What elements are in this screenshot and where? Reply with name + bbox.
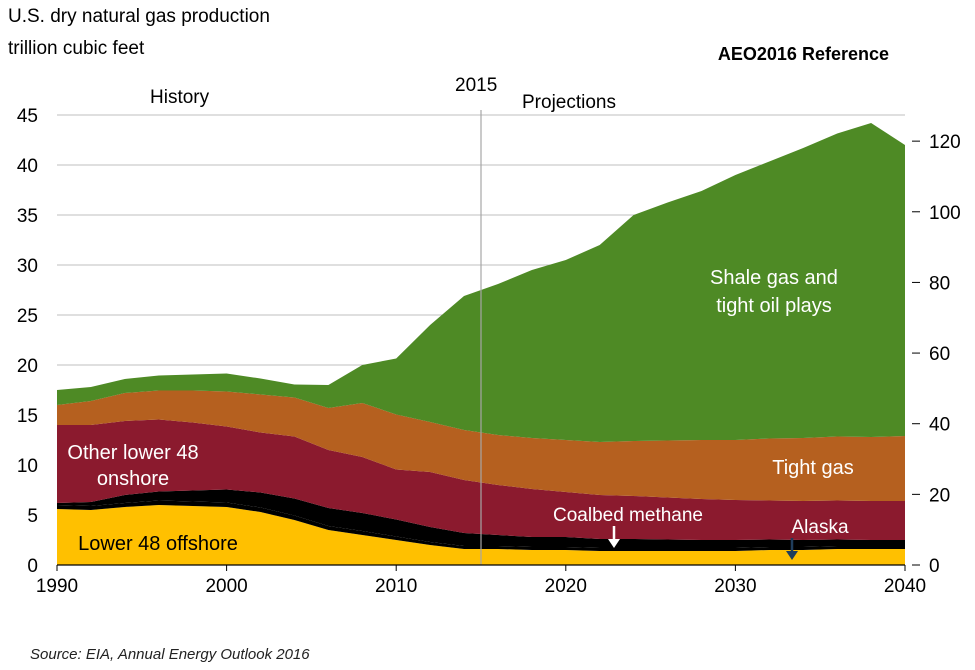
x-tick-label: 1990 — [36, 576, 78, 597]
y2-tick-label: 100 — [929, 203, 961, 224]
area-other-lower48-onshore — [57, 419, 905, 540]
x-tick-label: 2020 — [545, 576, 587, 597]
y-tick-label: 45 — [17, 106, 38, 127]
y-tick-label: 10 — [17, 456, 38, 477]
alaska-label: Alaska — [791, 517, 848, 538]
axis-layer: 1990 2000 2010 2020 2030 20400510152025303540… — [17, 106, 961, 597]
x-tick-label: 2040 — [884, 576, 926, 597]
chart-area: 1990 2000 2010 2020 2030 20400510152025303540… — [17, 75, 961, 597]
y-tick-label: 0 — [27, 556, 38, 577]
y2-tick-label: 40 — [929, 415, 950, 436]
coalbed-arrow — [608, 526, 620, 548]
area-lower48-offshore — [57, 505, 905, 565]
y-tick-label: 5 — [27, 506, 38, 527]
y-tick-label: 40 — [17, 156, 38, 177]
other-onshore-label-line2: onshore — [97, 468, 169, 490]
coalbed-methane-label: Coalbed methane — [553, 505, 703, 526]
area-coalbed-methane — [57, 489, 905, 548]
y-tick-label: 15 — [17, 406, 38, 427]
y-tick-label: 30 — [17, 256, 38, 277]
y2-tick-label: 120 — [929, 132, 961, 153]
x-tick-label: 2010 — [375, 576, 417, 597]
tight-gas-label: Tight gas — [772, 457, 854, 479]
y-tick-label: 35 — [17, 206, 38, 227]
y-tick-label: 25 — [17, 306, 38, 327]
shale-label-line2: tight oil plays — [716, 295, 832, 317]
divider-year-label: 2015 — [455, 75, 497, 96]
y2-tick-label: 0 — [929, 556, 940, 577]
y2-tick-label: 20 — [929, 485, 950, 506]
annotation-layer: History 2015 Projections Shale gas and t… — [67, 75, 854, 560]
y2-tick-label: 60 — [929, 344, 950, 365]
x-tick-label: 2000 — [205, 576, 247, 597]
source-note: Source: EIA, Annual Energy Outlook 2016 — [30, 646, 310, 663]
scenario-label: AEO2016 Reference — [717, 44, 889, 64]
other-onshore-label-line1: Other lower 48 — [67, 442, 198, 464]
shale-label-line1: Shale gas and — [710, 267, 838, 289]
chart-title: U.S. dry natural gas production — [8, 6, 270, 27]
y-tick-label: 20 — [17, 356, 38, 377]
history-label: History — [150, 87, 210, 108]
alaska-arrow — [786, 538, 798, 560]
chart-unit-label: trillion cubic feet — [8, 38, 145, 59]
offshore-label: Lower 48 offshore — [78, 533, 238, 555]
x-tick-label: 2030 — [714, 576, 756, 597]
projections-label: Projections — [522, 92, 616, 113]
area-alaska — [57, 500, 905, 551]
y2-tick-label: 80 — [929, 273, 950, 294]
area-shale-gas — [57, 123, 905, 442]
